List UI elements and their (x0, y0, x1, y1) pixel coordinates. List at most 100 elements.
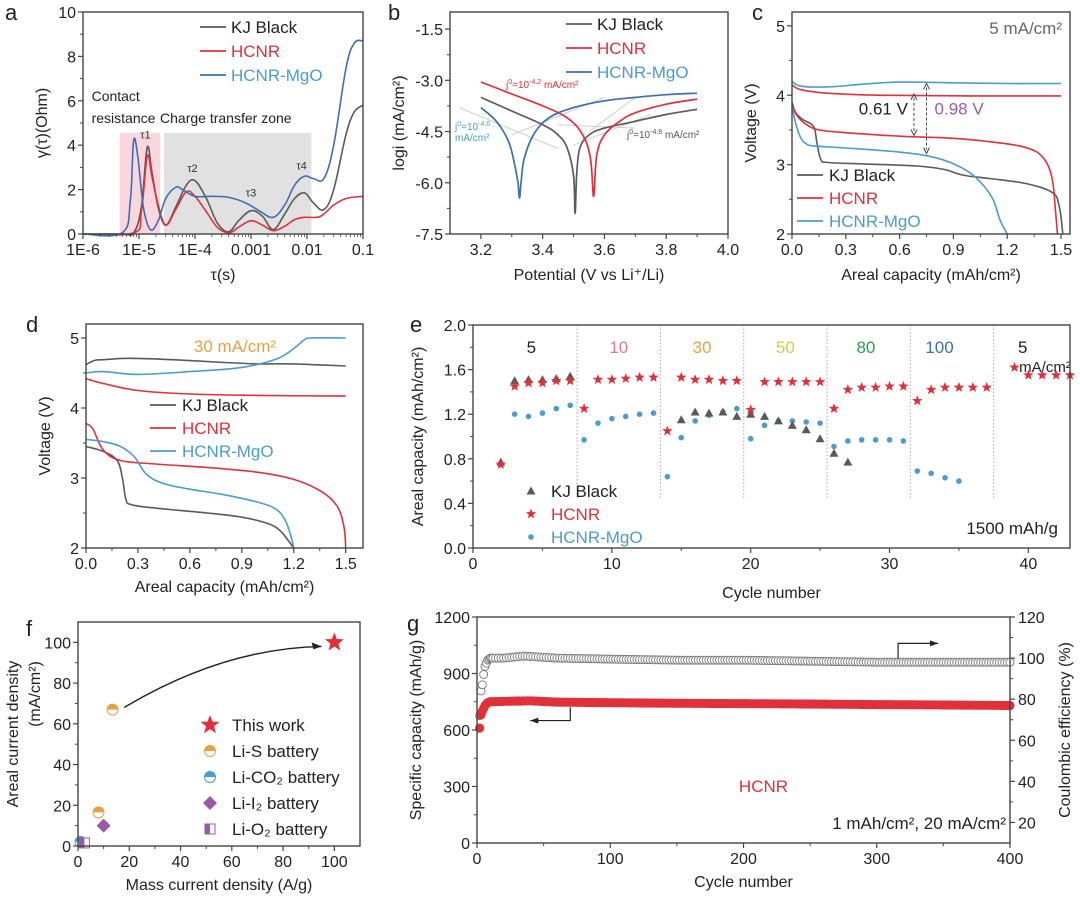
point-hcnr (523, 377, 534, 388)
contact-label-line2: resistance (92, 110, 156, 126)
e-x-tick-label: 20 (742, 556, 760, 573)
line-hcnr (480, 81, 698, 198)
point-hcnr (1050, 369, 1062, 380)
point-li-s-battery (106, 703, 119, 716)
label-part: mA/cm² (455, 133, 490, 144)
c-legend-label-hcnr: HCNR (829, 189, 878, 208)
point-kj-black (746, 409, 756, 418)
voltage-gap-label: 0.61 V (859, 100, 909, 119)
point-hcnr-mgo (692, 418, 698, 424)
c-legend-label-hcnr-mgo: HCNR-MgO (829, 212, 921, 231)
line-hcnr-mgo-charge (791, 80, 1062, 88)
point-kj-black (843, 457, 853, 466)
f-x-tick-label: 20 (120, 854, 138, 871)
label-part: j (626, 130, 629, 141)
point-hcnr (676, 371, 687, 382)
b-legend-label-hcnr-mgo: HCNR-MgO (597, 63, 689, 82)
g-y-axis-label: Specific capacity (mAh/g) (408, 640, 425, 821)
a-x-tick-label: 1E-4 (178, 242, 212, 259)
point-this-work (324, 632, 344, 651)
point-hcnr (620, 373, 631, 383)
b-y-tick-label: -6.0 (415, 176, 443, 193)
f-y-tick-label: 60 (53, 717, 71, 734)
g-right-tick-label: 100 (1018, 651, 1045, 668)
point-hcnr-mgo (539, 410, 546, 416)
point-hcnr (662, 425, 673, 436)
label-part: mA/cm² (541, 80, 579, 91)
rate-label-10: 10 (609, 338, 628, 357)
f-x-tick-label: 80 (274, 854, 292, 871)
point-hcnr (592, 374, 604, 385)
g-y-tick-label: 600 (443, 723, 470, 740)
line-kj-black (480, 96, 698, 215)
point-kj-black (676, 415, 686, 424)
f-y-tick-label: 20 (53, 798, 71, 815)
rate-condition-label: 5 mA/cm² (989, 19, 1062, 38)
g-y-tick-label: 0 (461, 836, 470, 853)
line-kj-black-discharge (791, 101, 1064, 235)
point-kj-black (718, 407, 728, 416)
point-hcnr-mgo (733, 405, 740, 412)
e-y-tick-label: 0.4 (444, 496, 466, 513)
d-y-axis-label: Voltage (V) (37, 396, 54, 475)
point-hcnr-mgo (609, 415, 615, 422)
panel-letter: d (26, 312, 38, 337)
line-hcnr-mgo-discharge (791, 105, 1008, 235)
d-y-tick-label: 5 (70, 331, 79, 348)
d-plot-frame (85, 323, 364, 549)
label-part: 0 (457, 121, 461, 128)
a-x-axis-label: τ(s) (211, 267, 236, 284)
panel-d: d 0.0 0.3 0.6 0.9 1.2 1.5 2 3 4 5 Areal capacity (m… (26, 312, 364, 596)
right-axis-arrowhead (930, 640, 939, 647)
panel-c: c 0.0 0.3 0.6 0.9 1.2 1.5 2 3 4 5 Areal capacity (m… (743, 0, 1072, 284)
d-x-tick-label: 0.9 (231, 556, 253, 573)
f-y-axis-label-line1: Areal current density (5, 661, 22, 808)
rate-unit-label: mA/cm² (1019, 359, 1071, 376)
g-x-tick-label: 200 (730, 851, 757, 868)
line-hcnr-mgo (480, 92, 698, 199)
d-legend-label-kj-black: KJ Black (182, 396, 249, 415)
rate-label-30: 30 (693, 338, 712, 357)
point-li-s-battery (92, 806, 105, 819)
c-x-tick-label: 1.2 (996, 242, 1018, 259)
panel-b: b 3.2 3.4 3.6 3.8 4.0 -1.5 -3.0 -4.5 -6.0 -7.5 Pote… (388, 0, 739, 284)
point-hcnr-mgo (678, 434, 685, 441)
g-y-tick-label: 900 (443, 667, 470, 684)
line-hcnr-discharge (85, 422, 347, 549)
g-y-axis-label-right: Coulombic efficiency (%) (1057, 642, 1074, 818)
b-plot-frame (449, 11, 729, 235)
g-right-tick-label: 40 (1018, 774, 1036, 791)
f-x-tick-label: 40 (172, 854, 190, 871)
e-y-axis-label: Areal capacity (mAh/cm²) (410, 347, 427, 527)
f-legend-label-li-i-battery: Li-I₂ battery (232, 794, 319, 813)
rate-label-80: 80 (856, 338, 875, 357)
point-hcnr (634, 371, 645, 382)
f-y-tick-label: 100 (44, 635, 71, 652)
point-hcnr (689, 374, 701, 385)
panel-g: g 0 100 200 300 400 0 300 600 900 1200 20 40 60 80 100 1… (407, 610, 1074, 891)
point-hcnr (828, 403, 840, 414)
point-hcnr-mgo (581, 437, 587, 443)
point-hcnr-mgo (872, 437, 879, 443)
arrowhead-down (910, 129, 918, 137)
charge-transfer-region (164, 132, 312, 234)
f-y-tick-label: 80 (53, 676, 71, 693)
line-hcnr-mgo (82, 39, 364, 237)
g-x-tick-label: 400 (997, 851, 1024, 868)
point-coulombic-efficiency (477, 680, 487, 690)
f-legend-marker-li-o-battery (204, 823, 216, 835)
f-legend-label-this-work: This work (232, 716, 305, 735)
d-y-tick-label: 4 (70, 401, 79, 418)
e-x-tick-label: 0 (469, 556, 478, 573)
e-y-tick-label: 1.6 (444, 363, 466, 380)
f-legend-label-li-s-battery: Li-S battery (232, 742, 319, 761)
b-x-axis-label: Potential (V vs Li⁺/Li) (514, 267, 665, 284)
b-x-tick-label: 3.8 (655, 242, 677, 259)
c-y-tick-label: 5 (776, 19, 785, 36)
point-hcnr-mgo (803, 419, 810, 425)
point-kj-black (690, 407, 700, 416)
f-legend-label-li-co-battery: Li-CO₂ battery (232, 768, 340, 787)
c-plot-frame (791, 11, 1071, 235)
a-y-tick-label: 4 (67, 138, 76, 155)
